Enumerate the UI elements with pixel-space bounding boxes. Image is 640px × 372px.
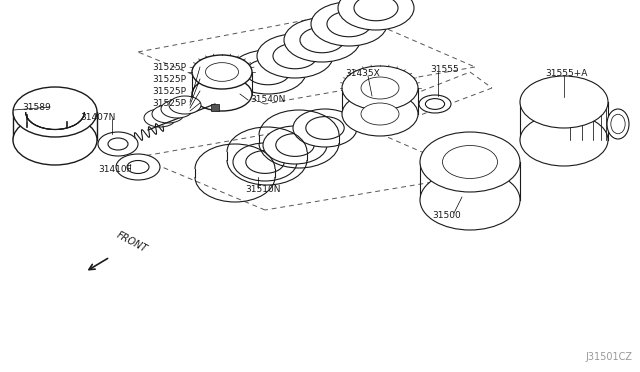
Ellipse shape	[257, 34, 333, 78]
Ellipse shape	[233, 143, 297, 181]
Ellipse shape	[98, 132, 138, 156]
Ellipse shape	[311, 2, 387, 46]
Ellipse shape	[442, 145, 497, 179]
Text: 31410F: 31410F	[98, 166, 132, 174]
Ellipse shape	[611, 114, 625, 134]
Ellipse shape	[520, 114, 608, 166]
Ellipse shape	[230, 50, 306, 94]
Ellipse shape	[273, 43, 317, 69]
Ellipse shape	[327, 11, 371, 37]
Text: J31501CZ: J31501CZ	[585, 352, 632, 362]
Text: 31525P: 31525P	[152, 74, 186, 83]
Text: 31555: 31555	[430, 65, 459, 74]
Text: 31435X: 31435X	[345, 70, 380, 78]
Ellipse shape	[192, 55, 252, 89]
Ellipse shape	[284, 18, 360, 62]
Text: 31540N: 31540N	[250, 96, 285, 105]
Ellipse shape	[342, 92, 418, 136]
Ellipse shape	[13, 115, 97, 165]
Ellipse shape	[161, 100, 193, 118]
Ellipse shape	[116, 154, 160, 180]
Ellipse shape	[108, 138, 128, 150]
Ellipse shape	[361, 103, 399, 125]
Text: 31589: 31589	[22, 103, 51, 112]
Ellipse shape	[420, 170, 520, 230]
Ellipse shape	[246, 151, 284, 173]
Ellipse shape	[354, 0, 398, 21]
Text: 31510N: 31510N	[245, 186, 280, 195]
Ellipse shape	[246, 59, 290, 85]
Ellipse shape	[426, 99, 445, 109]
Ellipse shape	[13, 87, 97, 137]
Ellipse shape	[144, 109, 176, 127]
Ellipse shape	[342, 66, 418, 110]
Text: 31525P: 31525P	[152, 87, 186, 96]
Text: 31407N: 31407N	[80, 112, 115, 122]
Text: 31555+A: 31555+A	[545, 70, 588, 78]
Ellipse shape	[152, 105, 184, 123]
Ellipse shape	[420, 132, 520, 192]
Text: 31525P: 31525P	[152, 99, 186, 108]
Ellipse shape	[300, 27, 344, 53]
Ellipse shape	[263, 126, 327, 164]
Ellipse shape	[607, 109, 629, 139]
Ellipse shape	[276, 134, 314, 156]
Ellipse shape	[338, 0, 414, 30]
Text: FRONT: FRONT	[115, 230, 149, 254]
Text: 31500: 31500	[432, 211, 461, 219]
Ellipse shape	[205, 62, 239, 81]
Ellipse shape	[306, 116, 344, 140]
Ellipse shape	[169, 96, 201, 114]
Ellipse shape	[520, 76, 608, 128]
Ellipse shape	[127, 160, 149, 173]
Ellipse shape	[293, 109, 357, 147]
Text: 31525P: 31525P	[152, 62, 186, 71]
Ellipse shape	[192, 77, 252, 111]
Polygon shape	[211, 104, 219, 111]
Ellipse shape	[419, 95, 451, 113]
Ellipse shape	[361, 77, 399, 99]
